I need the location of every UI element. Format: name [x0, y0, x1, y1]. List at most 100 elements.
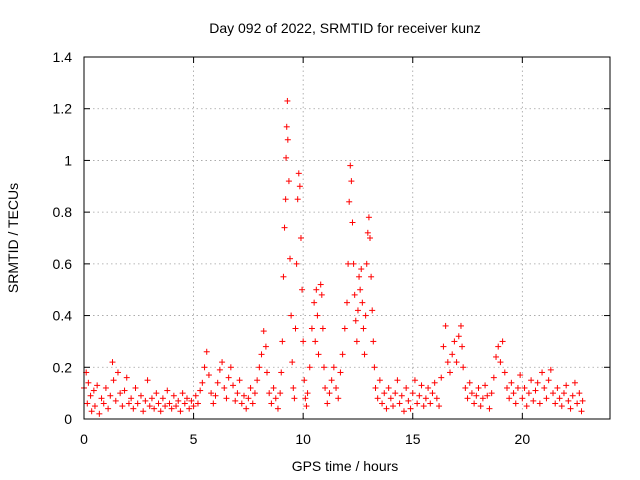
- data-point: [245, 395, 252, 402]
- data-point: [201, 364, 208, 371]
- data-point: [344, 299, 350, 306]
- data-point: [361, 351, 368, 358]
- data-point: [484, 392, 491, 399]
- data-point: [318, 291, 325, 298]
- y-axis-label: SRMTID / TECUs: [5, 183, 21, 293]
- data-point: [398, 392, 405, 399]
- y-tick-label: 1: [64, 152, 72, 168]
- data-point: [449, 351, 456, 358]
- data-point: [390, 403, 397, 410]
- data-point: [283, 123, 290, 130]
- data-point: [466, 379, 473, 386]
- data-point: [370, 338, 377, 345]
- data-point: [208, 390, 215, 397]
- data-point: [100, 400, 107, 407]
- data-point: [197, 387, 204, 394]
- data-point: [528, 377, 535, 384]
- data-point: [157, 408, 164, 415]
- data-point: [173, 403, 180, 410]
- data-point: [400, 408, 407, 415]
- data-point: [488, 390, 495, 397]
- data-point: [471, 400, 478, 407]
- data-point: [119, 403, 126, 410]
- data-point: [285, 178, 292, 185]
- data-point: [571, 379, 578, 386]
- data-point: [558, 403, 565, 410]
- data-point: [132, 384, 139, 391]
- data-point: [392, 390, 399, 397]
- data-point: [227, 364, 234, 371]
- data-point: [186, 405, 193, 412]
- data-point: [438, 374, 445, 381]
- data-point: [530, 397, 537, 404]
- data-point: [352, 317, 359, 324]
- x-axis-label: GPS time / hours: [292, 458, 399, 474]
- data-point: [279, 338, 286, 345]
- data-point: [519, 395, 526, 402]
- data-point: [372, 384, 379, 391]
- y-tick-label: 0.2: [53, 359, 73, 375]
- data-point: [266, 390, 273, 397]
- x-tick-label: 10: [295, 431, 311, 447]
- data-point: [216, 366, 223, 373]
- data-point: [339, 351, 346, 358]
- data-point: [164, 387, 171, 394]
- data-point: [563, 382, 570, 389]
- data-point: [453, 359, 460, 366]
- data-point: [414, 400, 421, 407]
- data-point: [362, 312, 369, 319]
- data-point: [536, 400, 543, 407]
- data-point: [102, 384, 109, 391]
- y-tick-label: 0.6: [53, 256, 73, 272]
- data-point: [247, 384, 254, 391]
- data-point: [394, 377, 401, 384]
- data-point: [125, 400, 132, 407]
- data-point: [300, 338, 307, 345]
- data-point: [294, 196, 301, 203]
- data-point: [330, 364, 337, 371]
- chart-title: Day 092 of 2022, SRMTID for receiver kun…: [209, 20, 481, 36]
- data-point: [508, 379, 515, 386]
- data-point: [385, 384, 392, 391]
- data-point: [574, 400, 581, 407]
- data-point: [314, 312, 321, 319]
- data-point: [114, 369, 121, 376]
- data-point: [514, 384, 521, 391]
- data-point: [320, 364, 327, 371]
- data-point: [349, 219, 356, 226]
- data-point: [328, 377, 335, 384]
- data-point: [166, 400, 173, 407]
- data-point: [354, 307, 361, 314]
- data-point: [532, 387, 539, 394]
- data-point: [177, 408, 184, 415]
- data-point: [348, 178, 355, 185]
- data-point: [341, 325, 348, 332]
- data-point: [490, 374, 497, 381]
- data-point: [381, 390, 388, 397]
- data-point: [312, 338, 319, 345]
- data-point: [547, 366, 554, 373]
- data-point: [359, 299, 366, 306]
- data-point: [356, 273, 363, 280]
- data-point: [497, 359, 504, 366]
- y-tick-label: 0.4: [53, 308, 73, 324]
- data-point: [243, 405, 250, 412]
- data-point: [403, 384, 410, 391]
- data-point: [284, 97, 291, 104]
- data-point: [521, 384, 528, 391]
- plot-frame: [83, 56, 611, 420]
- data-point: [107, 392, 114, 399]
- data-point: [232, 397, 239, 404]
- data-point: [525, 390, 532, 397]
- data-point: [396, 400, 403, 407]
- data-point: [506, 395, 513, 402]
- data-point: [409, 390, 416, 397]
- data-point: [296, 183, 303, 190]
- data-point: [128, 395, 135, 402]
- data-point: [105, 405, 112, 412]
- data-point: [464, 395, 471, 402]
- data-point: [219, 359, 226, 366]
- data-point: [293, 260, 300, 267]
- data-point: [479, 395, 486, 402]
